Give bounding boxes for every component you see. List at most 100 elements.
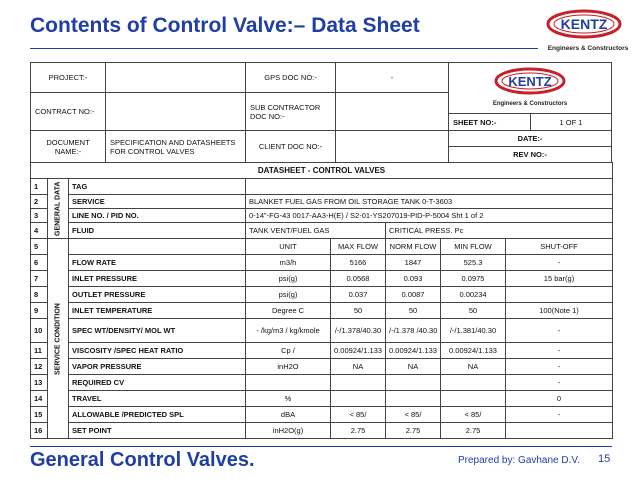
slide-title: Contents of Control Valve:– Data Sheet <box>30 14 420 37</box>
table-row: 15 ALLOWABLE /PREDICTED SPL dBA < 85/< 85/<… <box>30 406 614 423</box>
row-label: SERVICE <box>68 194 246 209</box>
row-label: REQUIRED CV <box>68 374 246 391</box>
table-row: 14 TRAVEL% 0 <box>30 390 614 407</box>
row-label: LINE NO. / PID NO. <box>68 208 246 223</box>
group-label: GENERAL DATA <box>47 178 69 239</box>
row-label: VAPOR PRESSURE <box>68 358 246 375</box>
value-cell <box>385 390 441 407</box>
gps-label: GPS DOC NO:- <box>245 62 336 93</box>
row-number: 9 <box>30 302 48 319</box>
date-label: DATE:- <box>448 130 612 147</box>
table-row: 1 GENERAL DATA TAG <box>30 178 614 239</box>
row-label: TRAVEL <box>68 390 246 407</box>
logo-tagline: Engineers & Constructors <box>548 45 629 52</box>
logo-tagline: Engineers & Constructors <box>493 101 568 107</box>
value-cell: - <box>504 254 614 271</box>
value-cell: - <box>504 358 614 375</box>
value-cell: 5166 <box>330 254 386 271</box>
value-cell: 2.75 <box>440 422 506 439</box>
logo-ring <box>546 9 622 39</box>
value-cell: 0 <box>504 390 614 407</box>
value-cell <box>244 178 614 195</box>
value-cell: Cp / <box>245 342 331 359</box>
document-value: SPECIFICATION AND DATASHEETS FOR CONTROL… <box>105 130 246 163</box>
value-cell <box>330 374 386 391</box>
row-label: INLET PRESSURE <box>68 270 246 287</box>
row-number: 2 <box>30 194 48 209</box>
table-row: 4 FLUID TANK VENT/FUEL GAS CRITICAL PRESS. … <box>30 222 614 239</box>
table-row: 9 INLET TEMPERATURE Degree C 50 50 50 100(Note… <box>30 302 614 319</box>
logo-cell: KENTZ Engineers & Constructors <box>448 62 612 114</box>
value-cell: - <box>504 374 614 391</box>
table-row: 6 FLOW RATE m3/h 5166 1847 525.3- <box>30 254 614 271</box>
value-cell: psi(g) <box>245 270 331 287</box>
value-cell: 50 <box>330 302 386 319</box>
value-cell: 0.00234 <box>440 286 506 303</box>
logo-ring <box>553 14 615 34</box>
table-title-row: DATASHEET - CONTROL VALVES <box>29 162 614 179</box>
table-row: 8 OUTLET PRESSURE psi(g) 0.037 0.0087 0.00234 <box>30 286 614 303</box>
logo-name: KENTZ <box>508 74 551 89</box>
row-number: 15 <box>30 406 48 423</box>
row-label: TAG <box>68 178 246 195</box>
row-number: 1 <box>30 178 48 195</box>
row-number: 13 <box>30 374 48 391</box>
logo: KENTZ Engineers & Constructors <box>546 9 629 52</box>
row-number: 8 <box>30 286 48 303</box>
value-cell: TANK VENT/FUEL GAS <box>245 222 386 239</box>
row-label: SPEC WT/DENSITY/ MOL WT <box>68 318 246 343</box>
logo-ring <box>501 72 559 90</box>
value-cell <box>385 374 441 391</box>
row-label: INLET TEMPERATURE <box>68 302 246 319</box>
row-label <box>68 238 246 255</box>
logo-ring <box>494 67 566 95</box>
cell <box>335 92 449 131</box>
value-cell: NORM FLOW <box>385 238 441 255</box>
value-cell: 0.0975 <box>440 270 506 287</box>
row-label: VISCOSITY /SPEC HEAT RATIO <box>68 342 246 359</box>
table-row: 2 SERVICE BLANKET FUEL GAS FROM OIL STORAG… <box>30 194 614 209</box>
value-cell: MAX FLOW <box>330 238 386 255</box>
row-number: 3 <box>30 208 48 223</box>
value-cell <box>245 374 331 391</box>
value-cell: /-/1.378/40.30 <box>330 318 386 343</box>
value-cell: < 85/ <box>330 406 386 423</box>
row-number: 14 <box>30 390 48 407</box>
value-cell <box>330 390 386 407</box>
table-row: 12 VAPOR PRESSURE inH2O NA NA NA - <box>30 358 614 375</box>
value-cell: 2.75 <box>330 422 386 439</box>
value-cell: 0.093 <box>385 270 441 287</box>
author: Prepared by: Gavhane D.V. <box>458 455 580 466</box>
value-cell: 525.3 <box>440 254 506 271</box>
table-body: DATASHEET - CONTROL VALVES 1 GENERAL DATA… <box>29 162 614 439</box>
value-cell: dBA <box>245 406 331 423</box>
value-cell: NA <box>330 358 386 375</box>
cell <box>335 130 449 163</box>
value-cell: 1847 <box>385 254 441 271</box>
row-label: FLUID <box>68 222 246 239</box>
value-cell: 0.0568 <box>330 270 386 287</box>
value-cell: CRITICAL PRESS. Pc <box>384 222 614 239</box>
row-number: 6 <box>30 254 48 271</box>
value-cell: - /kg/m3 / kg/kmole <box>245 318 331 343</box>
contract-label: CONTRACT NO:- <box>30 92 106 131</box>
value-cell: 0.037 <box>330 286 386 303</box>
value-cell: /-/1.381/40.30 <box>440 318 506 343</box>
logo-name: KENTZ <box>561 16 608 32</box>
document-label: DOCUMENT NAME:- <box>30 130 106 163</box>
row-number: 7 <box>30 270 48 287</box>
value-cell: 50 <box>440 302 506 319</box>
value-cell: NA <box>385 358 441 375</box>
value-cell: BLANKET FUEL GAS FROM OIL STORAGE TANK 0… <box>244 194 614 209</box>
value-cell: m3/h <box>245 254 331 271</box>
footer-rule <box>30 446 612 447</box>
table-row: 7 INLET PRESSURE psi(g) 0.0568 0.093 0.0975 15… <box>30 270 614 287</box>
gps-value: - <box>335 62 449 93</box>
value-cell: 0.00924/1.133 <box>440 342 506 359</box>
value-cell: 15 bar(g) <box>504 270 614 287</box>
value-cell: /-/1.378 /40.30 <box>385 318 441 343</box>
cell <box>105 62 246 93</box>
value-cell: inH2O <box>245 358 331 375</box>
footer-title: General Control Valves. <box>30 449 255 471</box>
table-row: 11 VISCOSITY /SPEC HEAT RATIO Cp /0.00924/… <box>30 342 614 359</box>
